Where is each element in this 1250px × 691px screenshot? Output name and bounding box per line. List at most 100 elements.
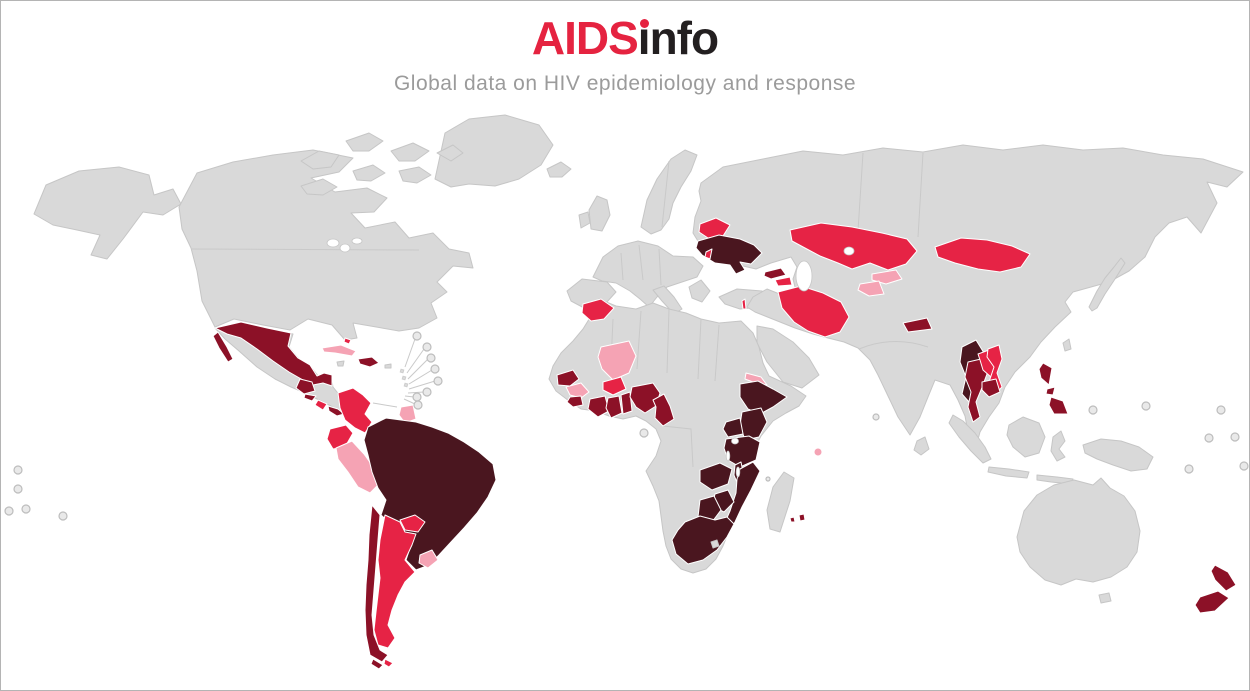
country-costa-rica[interactable] xyxy=(314,399,328,411)
country-cuba[interactable] xyxy=(321,344,357,357)
logo-primary: AIDS xyxy=(531,12,639,64)
country-philippines-south[interactable] xyxy=(1048,396,1069,415)
country-uganda[interactable] xyxy=(722,417,744,438)
leader-line xyxy=(408,369,433,385)
landmass-jamaica xyxy=(336,360,345,367)
arctic-island xyxy=(352,164,386,182)
country-kazakhstan[interactable] xyxy=(789,222,918,271)
country-ethiopia[interactable] xyxy=(739,380,788,415)
caribbean-island-circle[interactable] xyxy=(422,342,432,352)
pacific-island-circle[interactable] xyxy=(1230,432,1240,442)
logo-secondary: info xyxy=(637,12,719,64)
pacific-island-circle[interactable] xyxy=(1184,464,1194,474)
landmass-eurasia xyxy=(692,144,1244,448)
landmass-greenland xyxy=(434,114,554,188)
country-el-salvador[interactable] xyxy=(303,393,317,402)
country-bahamas[interactable] xyxy=(343,337,352,345)
pacific-island-circle[interactable] xyxy=(1239,461,1249,471)
logo-i-dot xyxy=(639,19,649,28)
country-panama[interactable] xyxy=(327,405,345,417)
landmass-balkans xyxy=(688,279,711,303)
country-morocco[interactable] xyxy=(581,298,615,322)
country-nigeria[interactable] xyxy=(629,382,661,414)
country-mauritius[interactable] xyxy=(798,513,806,522)
country-uruguay[interactable] xyxy=(418,549,439,569)
country-iran[interactable] xyxy=(777,285,850,338)
country-ghana[interactable] xyxy=(605,395,623,419)
country-chile[interactable] xyxy=(364,504,389,663)
pacific-island-circle[interactable] xyxy=(58,511,68,521)
country-senegal[interactable] xyxy=(556,369,580,387)
country-zambia[interactable] xyxy=(699,462,733,491)
landmass-borneo xyxy=(1006,416,1046,458)
country-new-zealand-south[interactable] xyxy=(1194,590,1230,614)
logo-secondary-text: info xyxy=(637,12,719,64)
country-seychelles[interactable] xyxy=(813,447,823,457)
maldives-circle[interactable] xyxy=(872,413,880,421)
caribbean-island-circle[interactable] xyxy=(433,376,443,386)
country-reunion[interactable] xyxy=(789,516,796,523)
country-peru[interactable] xyxy=(335,440,381,494)
country-philippines-central[interactable] xyxy=(1045,386,1056,396)
country-georgia[interactable] xyxy=(763,267,787,280)
country-togo-benin[interactable] xyxy=(620,391,633,415)
pacific-island-circle[interactable] xyxy=(13,465,23,475)
page-subtitle: Global data on HIV epidemiology and resp… xyxy=(393,71,857,95)
caribbean-island-circle[interactable] xyxy=(412,331,422,341)
caribbean-island-circle[interactable] xyxy=(412,392,422,402)
country-kenya[interactable] xyxy=(739,407,768,441)
pacific-island-circle[interactable] xyxy=(1141,401,1151,411)
country-tierra-del-fuego-w[interactable] xyxy=(370,658,384,670)
pacific-island-circle[interactable] xyxy=(1216,405,1226,415)
country-argentina[interactable] xyxy=(373,514,417,649)
arctic-island xyxy=(300,150,340,170)
pacific-island-circle[interactable] xyxy=(13,484,23,494)
country-kyrgyzstan[interactable] xyxy=(871,269,903,285)
country-lebanon[interactable] xyxy=(741,298,747,310)
caribbean-island-circle[interactable] xyxy=(430,364,440,374)
caribbean-island-circle[interactable] xyxy=(413,400,423,410)
country-tajikistan[interactable] xyxy=(857,280,885,297)
country-brazil[interactable] xyxy=(363,417,497,571)
app-logo[interactable]: AIDSinfo xyxy=(531,12,719,64)
country-cambodia[interactable] xyxy=(981,378,1001,398)
country-paraguay[interactable] xyxy=(399,514,426,533)
country-philippines-north[interactable] xyxy=(1038,362,1053,386)
country-guinea[interactable] xyxy=(565,382,590,399)
country-hispaniola[interactable] xyxy=(357,356,380,368)
caribbean-island-circle[interactable] xyxy=(426,353,436,363)
leader-line xyxy=(407,391,425,394)
country-new-zealand-north[interactable] xyxy=(1210,564,1237,592)
leader-line xyxy=(408,380,436,390)
country-cote-divoire[interactable] xyxy=(587,395,610,418)
leader-line xyxy=(406,348,425,374)
leader-line xyxy=(403,398,416,405)
caribbean-island-circle[interactable] xyxy=(422,387,432,397)
country-colombia[interactable] xyxy=(337,387,373,434)
country-mexico-baja[interactable] xyxy=(212,331,234,363)
country-moldova[interactable] xyxy=(704,248,713,260)
landmass-arabia xyxy=(756,325,820,389)
sao-tome-circle[interactable] xyxy=(639,428,649,438)
country-ukraine[interactable] xyxy=(695,234,763,275)
country-burkina-faso[interactable] xyxy=(602,376,627,396)
pacific-island-circle[interactable] xyxy=(1204,433,1214,443)
country-lesotho[interactable] xyxy=(710,539,720,549)
pacific-island-circle[interactable] xyxy=(1088,405,1098,415)
comoros-circle[interactable] xyxy=(765,476,771,482)
country-mongolia[interactable] xyxy=(934,237,1031,273)
country-cameroon[interactable] xyxy=(652,393,675,427)
country-sierra-leone[interactable] xyxy=(566,395,584,408)
pacific-island-circle[interactable] xyxy=(4,506,14,516)
country-tierra-del-fuego-e[interactable] xyxy=(383,658,394,668)
country-mexico[interactable] xyxy=(214,321,333,387)
country-azerbaijan[interactable] xyxy=(774,276,793,287)
country-botswana[interactable] xyxy=(697,495,722,523)
landmass-taiwan xyxy=(1062,338,1072,352)
country-guatemala[interactable] xyxy=(295,378,316,395)
country-south-africa[interactable] xyxy=(671,515,735,565)
pacific-island-circle[interactable] xyxy=(21,504,31,514)
great-lake-ontario xyxy=(351,237,363,245)
country-nepal[interactable] xyxy=(902,317,933,333)
great-lake-michigan xyxy=(339,243,351,253)
